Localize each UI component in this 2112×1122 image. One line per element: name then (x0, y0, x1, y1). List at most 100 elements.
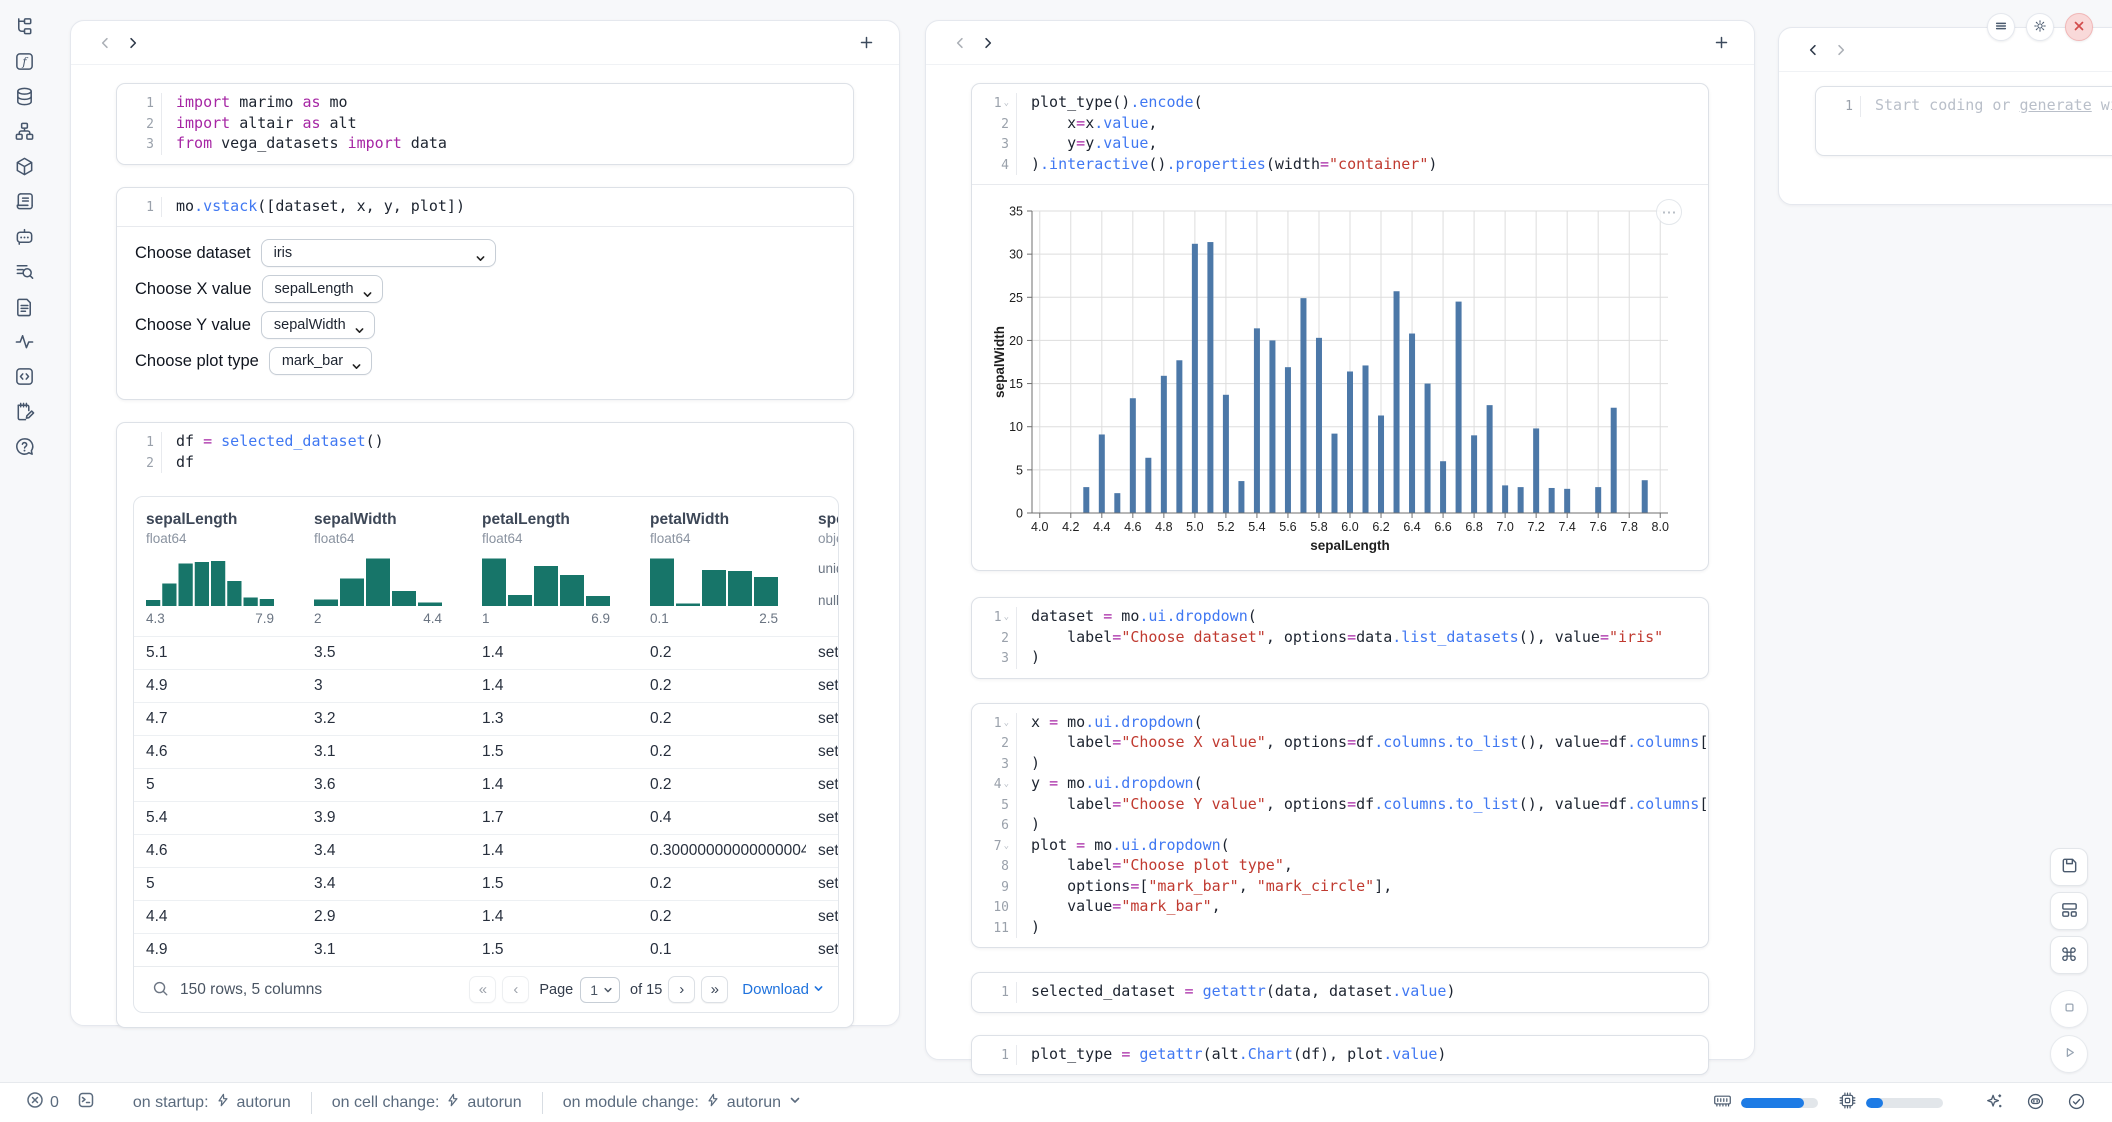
code-line[interactable]: 9 options=["mark_bar", "mark_circle"], (972, 877, 1708, 898)
column-next-button[interactable] (974, 31, 1002, 55)
column-header-sepalWidth[interactable]: sepalWidthfloat6424.4 (302, 511, 470, 626)
code-editor[interactable]: 1Start coding or generate with AI (1816, 87, 2112, 126)
sidebar-item-logs[interactable] (6, 188, 42, 218)
fold-chevron-icon[interactable]: ⌄ (1004, 608, 1009, 628)
code-line[interactable]: 1plot_type = getattr(alt.Chart(df), plot… (972, 1045, 1708, 1066)
code-line[interactable]: 1mo.vstack([dataset, x, y, plot]) (117, 197, 853, 218)
code-line[interactable]: 3) (972, 754, 1708, 775)
stop-button[interactable] (2050, 990, 2088, 1028)
chart-options-button[interactable]: ⋯ (1656, 199, 1682, 225)
sidebar-item-ai-chat[interactable] (6, 223, 42, 253)
code-line[interactable]: 4).interactive().properties(width="conta… (972, 155, 1708, 176)
code-line[interactable]: 6) (972, 815, 1708, 836)
fold-chevron-icon[interactable]: ⌄ (1004, 837, 1009, 857)
code-line[interactable]: 1df = selected_dataset() (117, 432, 853, 453)
fold-chevron-icon[interactable]: ⌄ (1004, 714, 1009, 734)
code-line[interactable]: 1import marimo as mo (117, 93, 853, 114)
save-button[interactable] (2050, 848, 2088, 886)
table-row[interactable]: 4.93.11.50.1setosa (134, 933, 838, 966)
code-line[interactable]: 2 x=x.value, (972, 114, 1708, 135)
column-prev-button[interactable] (946, 31, 974, 55)
column-header-sepalLength[interactable]: sepalLengthfloat644.37.9 (134, 511, 302, 626)
table-row[interactable]: 4.63.41.40.30000000000000004setosa (134, 834, 838, 867)
column-prev-button[interactable] (1799, 38, 1827, 62)
layout-button[interactable] (2050, 892, 2088, 930)
sidebar-item-snippets[interactable] (6, 363, 42, 393)
column-header-species[interactable]: speciesobjectunique:nulls: (806, 511, 839, 626)
sidebar-item-scratchpad[interactable] (6, 398, 42, 428)
choose-plot-type-select[interactable]: mark_bar (269, 347, 372, 375)
column-next-button[interactable] (1827, 38, 1855, 62)
table-search-button[interactable] (148, 978, 172, 1002)
code-editor[interactable]: 1plot_type = getattr(alt.Chart(df), plot… (972, 1036, 1708, 1075)
code-editor[interactable]: 1⌄dataset = mo.ui.dropdown(2 label="Choo… (972, 598, 1708, 678)
code-line[interactable]: 1⌄plot_type().encode( (972, 93, 1708, 114)
code-line[interactable]: 7⌄plot = mo.ui.dropdown( (972, 836, 1708, 857)
table-row[interactable]: 53.41.50.2setosa (134, 867, 838, 900)
code-line[interactable]: 4⌄y = mo.ui.dropdown( (972, 774, 1708, 795)
add-cell-button[interactable] (1708, 31, 1734, 55)
code-editor[interactable]: 1import marimo as mo2import altair as al… (117, 84, 853, 164)
code-line[interactable]: 1⌄dataset = mo.ui.dropdown( (972, 607, 1708, 628)
run-button[interactable] (2050, 1035, 2088, 1073)
code-line[interactable]: 5 label="Choose Y value", options=df.col… (972, 795, 1708, 816)
code-line[interactable]: 8 label="Choose plot type", (972, 856, 1708, 877)
choose-dataset-select[interactable]: iris (261, 239, 496, 267)
code-line[interactable]: 11) (972, 918, 1708, 939)
first-page-button[interactable]: « (469, 976, 496, 1003)
column-header-petalLength[interactable]: petalLengthfloat6416.9 (470, 511, 638, 626)
code-line[interactable]: 2df (117, 453, 853, 474)
table-row[interactable]: 53.61.40.2setosa (134, 768, 838, 801)
code-line[interactable]: 3) (972, 648, 1708, 669)
fold-chevron-icon[interactable]: ⌄ (1004, 775, 1009, 795)
table-row[interactable]: 5.43.91.70.4setosa (134, 801, 838, 834)
next-page-button[interactable]: › (668, 976, 695, 1003)
code-line[interactable]: 10 value="mark_bar", (972, 897, 1708, 918)
code-line[interactable]: 1selected_dataset = getattr(data, datase… (972, 982, 1708, 1003)
table-row[interactable]: 4.73.21.30.2setosa (134, 702, 838, 735)
code-editor[interactable]: 1selected_dataset = getattr(data, datase… (972, 973, 1708, 1012)
column-header-petalWidth[interactable]: petalWidthfloat640.12.5 (638, 511, 806, 626)
column-prev-button[interactable] (91, 31, 119, 55)
sidebar-item-packages[interactable] (6, 153, 42, 183)
runtime-on-startup[interactable]: on startup: autorun (133, 1093, 291, 1112)
runtime-on-module-change[interactable]: on module change: autorun (563, 1093, 802, 1112)
sidebar-item-tracing[interactable] (6, 328, 42, 358)
sidebar-item-help[interactable] (6, 433, 42, 463)
code-editor[interactable]: 1df = selected_dataset()2df (117, 423, 853, 482)
code-line[interactable]: 3 y=y.value, (972, 134, 1708, 155)
code-line[interactable]: 2 label="Choose X value", options=df.col… (972, 733, 1708, 754)
sidebar-item-file-explorer[interactable] (6, 13, 42, 43)
choose-y-value-select[interactable]: sepalWidth (261, 311, 375, 339)
table-row[interactable]: 5.13.51.40.2setosa (134, 636, 838, 669)
sidebar-item-documentation[interactable] (6, 293, 42, 323)
code-editor[interactable]: 1mo.vstack([dataset, x, y, plot]) (117, 188, 853, 227)
settings-button[interactable] (2026, 13, 2054, 41)
fold-chevron-icon[interactable]: ⌄ (1004, 94, 1009, 114)
code-editor[interactable]: 1⌄x = mo.ui.dropdown(2 label="Choose X v… (972, 704, 1708, 948)
table-row[interactable]: 4.931.40.2setosa (134, 669, 838, 702)
column-next-button[interactable] (119, 31, 147, 55)
add-cell-button[interactable] (853, 31, 879, 55)
generate-link[interactable]: generate (2020, 96, 2092, 114)
page-number-select[interactable]: 1 (580, 977, 620, 1003)
table-row[interactable]: 4.63.11.50.2setosa (134, 735, 838, 768)
runtime-on-cell-change[interactable]: on cell change: autorun (332, 1093, 522, 1112)
code-line[interactable]: 3from vega_datasets import data (117, 134, 853, 155)
sidebar-item-functions[interactable]: f (6, 48, 42, 78)
terminal-button[interactable] (77, 1091, 95, 1114)
menu-button[interactable] (1987, 13, 2015, 41)
prev-page-button[interactable]: ‹ (502, 976, 529, 1003)
code-line[interactable]: 2 label="Choose dataset", options=data.l… (972, 628, 1708, 649)
code-line[interactable]: 1Start coding or generate with AI (1816, 96, 2112, 117)
sidebar-item-datasources[interactable] (6, 83, 42, 113)
download-button[interactable]: Download (742, 981, 824, 998)
code-line[interactable]: 1⌄x = mo.ui.dropdown( (972, 713, 1708, 734)
table-row[interactable]: 4.42.91.40.2setosa (134, 900, 838, 933)
copilot-button[interactable] (2026, 1092, 2045, 1114)
connection-status-button[interactable] (2067, 1092, 2086, 1114)
error-indicator[interactable]: 0 (26, 1091, 59, 1114)
command-palette-button[interactable]: ⌘ (2050, 936, 2088, 974)
sidebar-item-dependency-graph[interactable] (6, 118, 42, 148)
ai-assist-button[interactable] (1985, 1092, 2004, 1114)
